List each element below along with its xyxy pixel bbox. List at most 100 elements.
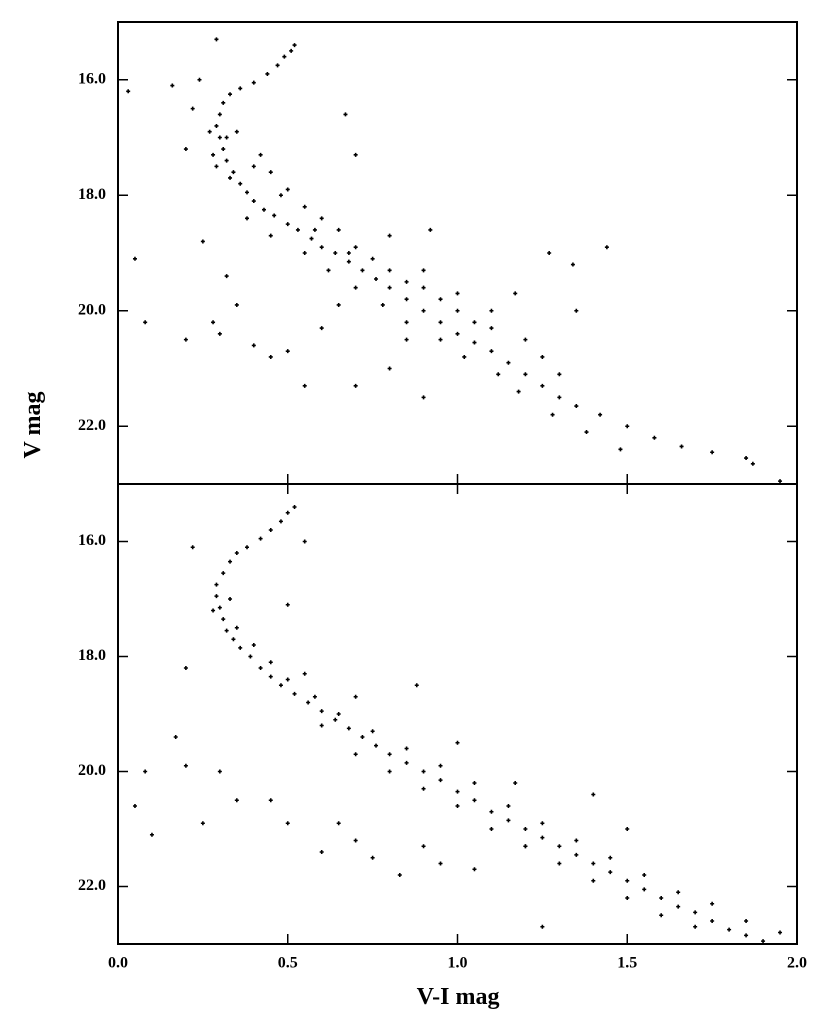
data-point [217,135,222,140]
data-point [346,726,351,731]
data-point [744,456,749,461]
x-tick-label: 2.0 [787,955,807,972]
data-point [489,827,494,831]
data-point [261,207,266,212]
data-point [455,740,460,745]
data-point [268,660,273,665]
data-point [360,735,365,739]
data-point [455,308,460,313]
data-point [489,308,494,313]
data-point [761,939,766,944]
data-point [248,654,253,659]
data-point [360,268,365,273]
data-point [387,769,392,774]
data-point [319,245,324,250]
data-point [584,430,589,435]
data-point [438,778,443,783]
data-point [642,873,647,877]
data-point [778,479,783,484]
data-point [472,340,477,345]
data-point [547,251,552,255]
data-point [207,129,212,134]
data-point [221,571,226,576]
data-point [540,821,545,826]
data-point [591,861,596,866]
data-point [353,245,358,250]
data-point [221,617,226,622]
y-tick-label: 16.0 [78,70,106,87]
data-point [455,331,460,336]
data-point [234,551,239,555]
data-point [149,832,154,837]
data-point [221,100,226,105]
data-point [591,792,596,797]
data-point [258,536,263,541]
data-point [234,302,239,307]
data-point [268,674,273,679]
data-point [489,809,494,814]
data-point [574,852,579,857]
data-point [438,320,443,325]
data-point [370,729,375,734]
data-point [251,164,256,169]
data-point [557,372,562,377]
y-axis-label: V mag [20,392,46,459]
data-point [374,276,379,281]
data-point [455,804,460,808]
data-point [438,861,443,866]
data-point [234,129,239,134]
data-point [268,798,273,803]
data-point [380,302,385,307]
data-point [326,268,331,273]
y-tick-label: 20.0 [78,301,106,318]
data-point [404,297,409,302]
data-point [302,539,307,544]
data-point [272,213,277,218]
data-point [404,320,409,325]
data-point [397,873,402,877]
data-point [676,904,681,909]
data-point [710,919,715,923]
data-point [516,389,521,394]
data-point [710,901,715,906]
y-tick-label: 18.0 [78,647,106,664]
data-point [190,545,195,550]
data-point [404,746,409,751]
data-point [183,147,188,152]
data-point [282,54,287,59]
data-point [591,878,596,883]
data-point [333,717,338,722]
data-point [778,930,783,935]
data-point [211,152,216,157]
data-point [251,80,256,85]
data-point [200,239,205,244]
data-point [302,251,307,255]
data-point [143,769,148,774]
data-point [557,844,562,849]
data-point [625,827,630,831]
data-point [404,337,409,342]
x-tick-label: 0.5 [278,955,298,972]
data-point [744,919,749,923]
data-point [224,158,229,163]
data-point [197,77,202,82]
data-point [214,582,219,587]
data-point [346,251,351,255]
data-point [245,545,250,550]
data-point [438,297,443,302]
data-point [353,838,358,843]
x-axis-label: V-I mag [417,984,500,1010]
data-point [268,354,273,359]
data-point [659,896,664,900]
data-point [421,268,426,273]
data-point [574,404,579,409]
data-point [228,597,233,601]
data-point [489,326,494,331]
data-point [258,666,263,670]
data-point [183,763,188,768]
data-point [214,123,219,128]
data-point [268,233,273,238]
data-point [285,349,290,354]
data-point [275,63,280,68]
